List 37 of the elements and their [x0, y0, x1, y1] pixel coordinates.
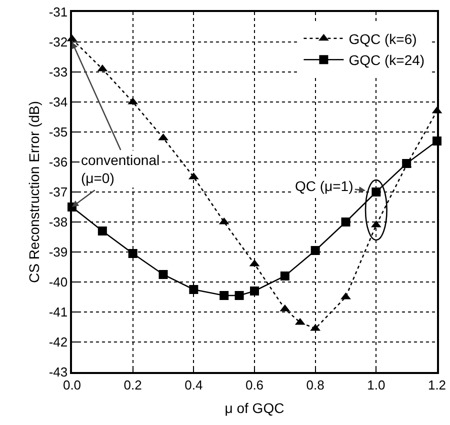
annotation: QC (μ=1)	[295, 178, 354, 194]
point	[341, 218, 350, 226]
y-tick-label: -43	[48, 364, 68, 380]
point	[220, 291, 229, 300]
x-tick-label: 0.2	[124, 377, 142, 392]
point	[250, 286, 259, 296]
y-tick-label: -38	[48, 214, 68, 230]
annotation: conventional (μ=0)	[81, 152, 160, 186]
y-tick-label: -41	[48, 304, 68, 320]
x-tick-label: 0.0	[62, 377, 82, 392]
y-tick-label: -39	[48, 244, 68, 260]
legend-label: GQC (k=6)	[348, 30, 417, 47]
point	[158, 270, 168, 279]
point	[372, 188, 381, 196]
y-tick-label: -36	[48, 154, 68, 170]
x-tick-label: 1.0	[367, 377, 386, 392]
y-tick-label: -34	[48, 94, 68, 110]
x-tick-label: 0.8	[306, 377, 324, 392]
y-tick-label: -35	[48, 124, 68, 140]
x-axis-title: μ of GQC	[224, 400, 284, 416]
y-tick-label: -31	[48, 4, 68, 20]
legend-label: GQC (k=24)	[348, 52, 425, 68]
y-axis-title: CS Reconstruction Error (dB)	[26, 100, 42, 284]
point	[234, 291, 244, 300]
y-tick-label: -32	[48, 34, 68, 50]
point	[310, 246, 320, 255]
x-tick-label: 0.4	[184, 377, 203, 392]
y-tick-label: -33	[48, 64, 68, 80]
y-tick-label: -37	[48, 184, 68, 200]
y-tick-label: -42	[48, 334, 68, 350]
x-tick-label: 1.2	[428, 377, 446, 392]
x-tick-label: 0.6	[245, 377, 264, 392]
y-tick-label: -40	[48, 274, 68, 290]
point	[128, 249, 138, 258]
point	[189, 285, 198, 294]
point	[98, 226, 107, 236]
point	[280, 272, 290, 280]
